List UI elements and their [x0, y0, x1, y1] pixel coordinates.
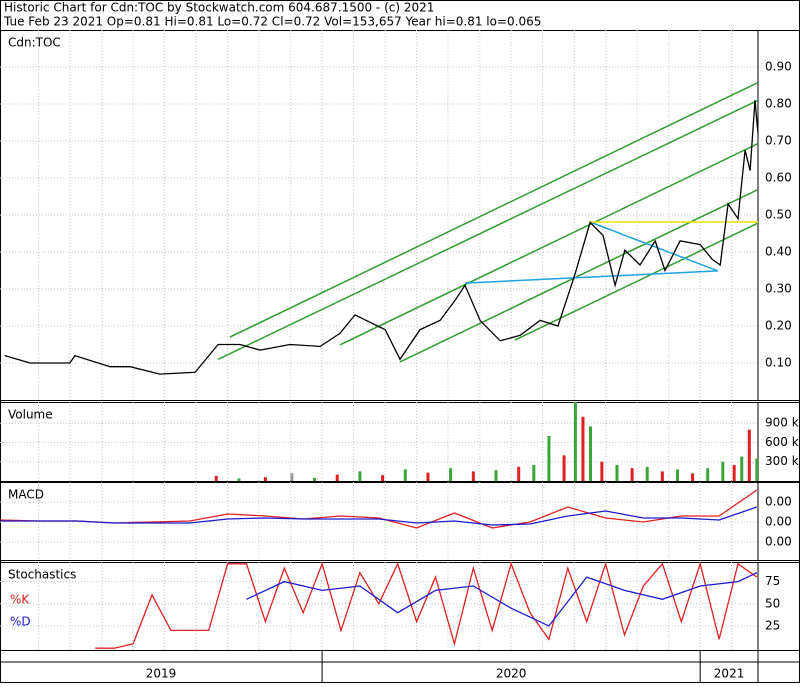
plot-area: [0, 482, 758, 560]
series-line: [95, 562, 758, 649]
volume-bar: [358, 471, 362, 481]
volume-bar: [691, 473, 695, 481]
legend-entry: %K: [10, 593, 30, 607]
volume-bar: [290, 473, 294, 481]
volume-bar: [747, 429, 751, 481]
volume-bar: [403, 469, 407, 481]
volume-bar: [494, 470, 498, 481]
panel-title: Cdn:TOC: [8, 36, 61, 50]
y-tick-label: 0.10: [765, 356, 792, 370]
header-title: Historic Chart for Cdn:TOC by Stockwatch…: [4, 1, 434, 15]
volume-bar: [426, 472, 430, 481]
volume-bar: [532, 464, 536, 481]
y-tick-label: 0.50: [765, 208, 792, 222]
panel-title: MACD: [8, 488, 44, 502]
plot-area: [0, 562, 758, 650]
volume-bar: [600, 461, 604, 481]
volume-bar: [675, 469, 679, 481]
volume-bar: [547, 436, 551, 481]
x-tick-label: 2019: [146, 667, 177, 681]
volume-bar: [517, 466, 521, 481]
trend-line: [399, 188, 758, 363]
y-tick-label: 75: [765, 574, 780, 588]
volume-bar: [573, 402, 577, 481]
y-tick-label: 0.70: [765, 134, 792, 148]
header-quote: Tue Feb 23 2021 Op=0.81 Hi=0.81 Lo=0.72 …: [3, 15, 541, 29]
volume-bar: [645, 466, 649, 481]
y-tick-label: 300 k: [765, 454, 799, 468]
y-tick-label: 600 k: [765, 435, 799, 449]
series-line: [0, 506, 758, 526]
y-tick-label: 0.80: [765, 97, 792, 111]
volume-bar: [313, 477, 317, 481]
trend-line: [217, 99, 758, 360]
y-tick-label: 0.90: [765, 60, 792, 74]
volume-bar: [449, 468, 453, 481]
volume-bar: [263, 477, 267, 481]
x-tick-label: 2021: [714, 667, 745, 681]
volume-bar: [589, 426, 593, 481]
legend-entry: %D: [10, 615, 31, 629]
panel-title: Volume: [8, 408, 53, 422]
y-tick-label: 0.40: [765, 245, 792, 259]
volume-bar: [562, 455, 566, 481]
panel-title: Stochastics: [8, 568, 76, 582]
trend-line: [339, 142, 758, 346]
volume-bar: [335, 474, 339, 481]
volume-bar: [471, 471, 475, 481]
y-tick-label: 0.30: [765, 282, 792, 296]
series-line: [4, 100, 758, 375]
volume-bar: [630, 468, 634, 481]
volume-bar: [732, 464, 736, 481]
x-tick-label: 2020: [496, 667, 527, 681]
plot-area: [0, 30, 758, 400]
trend-line: [514, 222, 758, 341]
y-tick-label: 50: [765, 596, 780, 610]
volume-bar: [214, 475, 218, 481]
volume-bar: [660, 471, 664, 481]
trend-line: [229, 81, 758, 338]
volume-bar: [755, 458, 758, 481]
y-tick-label: 0.20: [765, 319, 792, 333]
volume-bar: [581, 416, 585, 481]
y-tick-label: 25: [765, 619, 780, 633]
trend-line: [464, 270, 718, 284]
series-line: [246, 572, 758, 627]
volume-bar: [237, 478, 241, 481]
volume-bar: [615, 464, 619, 481]
volume-bar: [740, 456, 744, 481]
y-tick-label: 0.00: [765, 515, 792, 529]
volume-bar: [381, 475, 385, 481]
plot-area: [0, 402, 758, 481]
y-tick-label: 900 k: [765, 416, 799, 430]
volume-bar: [706, 468, 710, 481]
trend-line: [589, 221, 719, 272]
y-tick-label: 0.00: [765, 535, 792, 549]
y-tick-label: 0.60: [765, 171, 792, 185]
volume-bar: [721, 461, 725, 481]
y-tick-label: 0.00: [765, 495, 792, 509]
